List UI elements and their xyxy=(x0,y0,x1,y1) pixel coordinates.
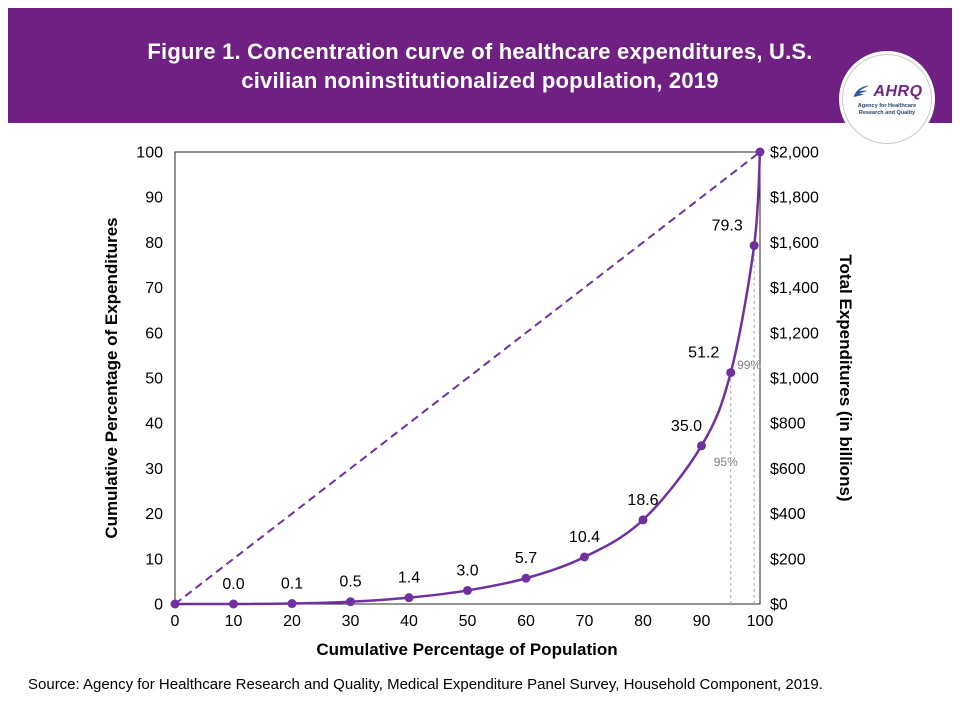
data-label-0.0: 0.0 xyxy=(222,576,244,593)
data-point-x10 xyxy=(229,599,238,609)
y-axis-tick-right-9: $1,800 xyxy=(770,190,819,207)
figure-title-line1: Figure 1. Concentration curve of healthc… xyxy=(147,38,813,64)
data-point-x70 xyxy=(580,552,589,562)
y-axis-tick-right-3: $600 xyxy=(770,461,806,478)
x-axis-tick-20: 20 xyxy=(283,613,301,630)
x-axis-title: Cumulative Percentage of Population xyxy=(316,640,618,659)
x-axis-tick-80: 80 xyxy=(634,613,652,630)
data-label-0.5: 0.5 xyxy=(339,574,361,591)
ahrq-logo: AHRQ Agency for Healthcare Research and … xyxy=(842,54,932,144)
x-axis-tick-60: 60 xyxy=(517,613,535,630)
data-point-x40 xyxy=(404,593,414,603)
data-point-x90 xyxy=(697,441,706,451)
y-axis-tick-left-80: 80 xyxy=(145,235,163,252)
ahrq-tagline-line1: Agency for Healthcare xyxy=(857,103,917,109)
line-of-equality xyxy=(174,151,761,605)
data-point-x100 xyxy=(755,147,765,157)
x-axis-tick-10: 10 xyxy=(225,613,243,630)
ahrq-logo-row: AHRQ xyxy=(851,82,922,102)
y-axis-tick-right-10: $2,000 xyxy=(770,145,819,162)
y-axis-tick-right-1: $200 xyxy=(770,551,806,568)
reference-label-99%: 99% xyxy=(737,358,761,372)
y-axis-title-right: Total Expenditures (in billions) xyxy=(836,254,855,502)
x-axis-tick-40: 40 xyxy=(400,613,418,630)
data-point-x95 xyxy=(726,368,736,378)
data-point-x20 xyxy=(287,599,297,609)
data-point-x99 xyxy=(749,241,759,251)
data-label-3.0: 3.0 xyxy=(456,562,478,579)
x-axis-tick-70: 70 xyxy=(576,613,594,630)
ahrq-logo-text: AHRQ xyxy=(873,83,923,100)
figure-title-line2: civilian noninstitutionalized population… xyxy=(241,67,719,93)
data-label-51.2: 51.2 xyxy=(688,345,719,362)
y-axis-tick-left-10: 10 xyxy=(145,551,163,568)
data-point-x60 xyxy=(521,573,531,583)
y-axis-tick-right-5: $1,000 xyxy=(770,371,819,388)
y-axis-tick-right-2: $400 xyxy=(770,506,806,523)
x-axis-tick-90: 90 xyxy=(693,613,711,630)
source-note: Source: Agency for Healthcare Research a… xyxy=(28,676,823,693)
data-point-x80 xyxy=(638,515,648,525)
x-axis-tick-100: 100 xyxy=(747,613,774,630)
figure-title: Figure 1. Concentration curve of healthc… xyxy=(147,37,812,95)
reference-label-95%: 95% xyxy=(714,455,738,469)
y-axis-tick-right-4: $800 xyxy=(770,416,806,433)
y-axis-tick-right-6: $1,200 xyxy=(770,325,819,342)
data-label-35.0: 35.0 xyxy=(671,418,702,435)
y-axis-tick-left-20: 20 xyxy=(145,506,163,523)
data-label-18.6: 18.6 xyxy=(627,492,658,509)
data-label-0.1: 0.1 xyxy=(281,576,303,593)
data-point-x0 xyxy=(170,599,180,609)
ahrq-logo-tagline: Agency for Healthcare Research and Quali… xyxy=(858,103,916,116)
y-axis-tick-left-50: 50 xyxy=(145,371,163,388)
header-banner: Figure 1. Concentration curve of healthc… xyxy=(8,8,952,123)
concentration-curve xyxy=(175,151,762,606)
y-axis-tick-left-40: 40 xyxy=(145,416,163,433)
y-axis-tick-right-0: $0 xyxy=(770,597,788,614)
y-axis-title-left: Cumulative Percentage of Expenditures xyxy=(102,217,121,539)
ahrq-tagline-line2: Research and Quality xyxy=(858,109,916,116)
data-point-x50 xyxy=(463,585,472,595)
x-axis-tick-50: 50 xyxy=(459,613,477,630)
y-axis-tick-left-60: 60 xyxy=(145,325,163,342)
hhs-eagle-icon xyxy=(853,85,870,97)
y-axis-tick-left-0: 0 xyxy=(154,597,163,614)
x-axis-tick-30: 30 xyxy=(342,613,360,630)
y-axis-tick-left-90: 90 xyxy=(145,190,163,207)
y-axis-tick-left-70: 70 xyxy=(145,280,163,297)
x-axis-tick-0: 0 xyxy=(171,613,180,630)
data-point-x30 xyxy=(346,597,355,607)
y-axis-tick-right-8: $1,600 xyxy=(770,235,819,252)
y-axis-tick-right-7: $1,400 xyxy=(770,280,819,297)
data-label-1.4: 1.4 xyxy=(398,570,420,587)
y-axis-tick-left-100: 100 xyxy=(136,145,163,162)
data-label-5.7: 5.7 xyxy=(515,550,537,567)
data-label-10.4: 10.4 xyxy=(569,529,600,546)
plot-border xyxy=(174,151,761,605)
y-axis-tick-left-30: 30 xyxy=(145,461,163,478)
data-label-79.3: 79.3 xyxy=(712,218,743,235)
